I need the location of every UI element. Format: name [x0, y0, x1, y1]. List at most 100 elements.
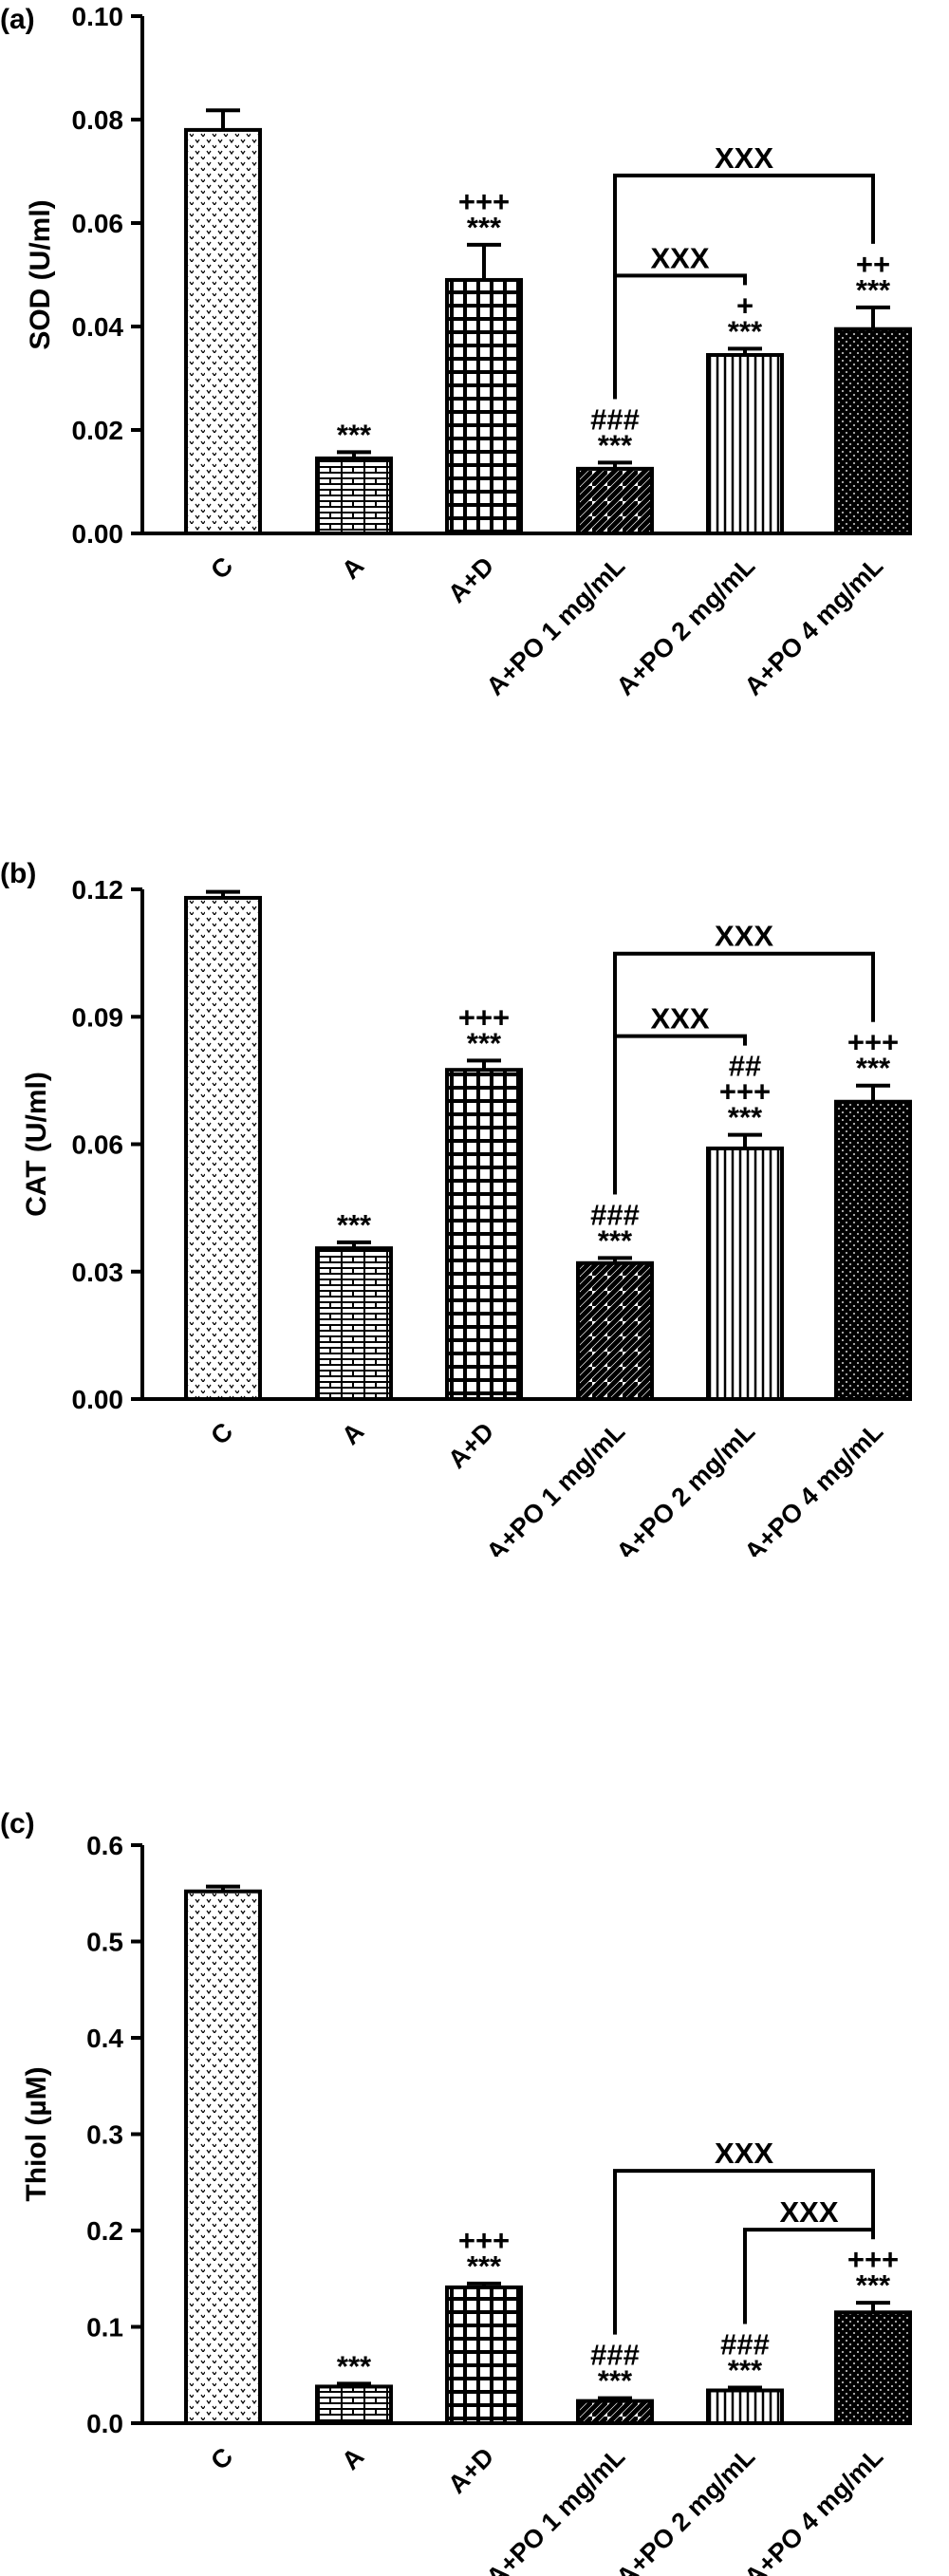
category-label: A+PO 2 mg/mL — [611, 2442, 761, 2576]
y-tick-label: 0.5 — [86, 1928, 123, 1957]
panel-label: (a) — [0, 4, 35, 35]
thiol-chart-panel: (c) Thiol (µM) 0.0 0.1 0.2 0.3 0.4 0.5 0.6 C *** A *… — [0, 1808, 912, 2576]
significance-label: + — [736, 289, 754, 322]
significance-label: *** — [337, 1208, 372, 1241]
category-label: A+D — [442, 2442, 499, 2499]
category-label: A+PO 4 mg/mL — [739, 551, 889, 701]
bar — [184, 895, 262, 1401]
significance-label: +++ — [458, 2224, 510, 2257]
significance-label: *** — [728, 2353, 763, 2386]
significance-label: *** — [728, 1101, 763, 1134]
category-label: A — [336, 1417, 369, 1450]
y-tick-label: 0.00 — [72, 1385, 124, 1414]
bracket-label: XXX — [715, 141, 773, 175]
significance-label: *** — [467, 1026, 502, 1059]
y-tick-label: 0.08 — [72, 105, 124, 135]
category-label: C — [205, 1417, 238, 1450]
category-label: A+PO 4 mg/mL — [739, 1417, 889, 1557]
y-tick-label: 0.1 — [86, 2313, 123, 2343]
significance-label: +++ — [847, 1026, 899, 1059]
y-tick-label: 0.12 — [72, 875, 124, 905]
category-label: C — [205, 2442, 238, 2475]
bar — [706, 2388, 784, 2425]
bracket-label: XXX — [715, 920, 773, 953]
significance-label: +++ — [847, 2243, 899, 2276]
significance-label: *** — [598, 428, 633, 461]
category-label: A+PO 1 mg/mL — [481, 2442, 631, 2576]
bar — [834, 327, 912, 535]
bar — [445, 277, 523, 535]
significance-label: *** — [337, 2349, 372, 2382]
bracket-label: XXX — [779, 2195, 838, 2229]
significance-label: *** — [337, 418, 372, 451]
y-axis-label: Thiol (µM) — [21, 2066, 52, 2201]
bar — [184, 127, 262, 535]
significance-label: ## — [729, 1050, 761, 1083]
y-tick-label: 0.06 — [72, 1130, 124, 1160]
significance-label: ### — [720, 2327, 770, 2361]
panel-label: (c) — [0, 1808, 35, 1839]
significance-label: ### — [590, 402, 640, 436]
y-tick-label: 0.10 — [72, 2, 124, 31]
y-tick-label: 0.04 — [72, 312, 124, 342]
bracket-label: XXX — [650, 241, 709, 274]
comparison-bracket — [613, 951, 875, 1195]
bar — [184, 1889, 262, 2426]
comparison-bracket — [613, 173, 875, 400]
category-label: A+PO 1 mg/mL — [481, 551, 631, 701]
y-tick-label: 0.3 — [86, 2120, 123, 2150]
significance-label: *** — [467, 2249, 502, 2283]
category-label: A+D — [442, 1417, 499, 1474]
y-tick-label: 0.09 — [72, 1002, 124, 1032]
bar — [315, 456, 393, 536]
category-label: C — [205, 551, 238, 585]
significance-label: *** — [728, 314, 763, 347]
category-label: A+PO 2 mg/mL — [611, 551, 761, 701]
significance-label: ### — [590, 1198, 640, 1231]
bar — [445, 2285, 523, 2426]
significance-label: *** — [598, 2364, 633, 2398]
bar — [706, 352, 784, 535]
category-label: A — [336, 551, 369, 585]
significance-label: *** — [856, 2268, 891, 2302]
significance-label: +++ — [458, 185, 510, 218]
y-tick-label: 0.6 — [86, 1831, 123, 1860]
significance-label: +++ — [719, 1075, 771, 1109]
bar — [576, 2399, 654, 2426]
bar — [315, 2384, 393, 2425]
category-label: A+PO 2 mg/mL — [611, 1417, 761, 1557]
bar — [576, 1260, 654, 1401]
comparison-bracket — [613, 2169, 875, 2335]
y-axis-label: CAT (U/ml) — [21, 1072, 52, 1217]
significance-label: *** — [598, 1223, 633, 1257]
bar — [706, 1146, 784, 1401]
bar — [834, 1099, 912, 1401]
y-tick-label: 0.0 — [86, 2409, 123, 2438]
bar — [576, 466, 654, 535]
bar — [445, 1068, 523, 1401]
significance-label: *** — [856, 273, 891, 307]
significance-label: ++ — [856, 248, 890, 281]
y-tick-label: 0.00 — [72, 519, 124, 549]
significance-label: +++ — [458, 1000, 510, 1034]
category-label: A — [336, 2442, 369, 2475]
category-label: A+PO 4 mg/mL — [739, 2442, 889, 2576]
bracket-label: XXX — [650, 1002, 709, 1036]
significance-label: ### — [590, 2339, 640, 2372]
panel-label: (b) — [0, 858, 36, 889]
category-label: A+PO 1 mg/mL — [481, 1417, 631, 1557]
y-tick-label: 0.06 — [72, 209, 124, 238]
cat-chart-panel: (b) CAT (U/ml) 0.00 0.03 0.06 0.09 0.12 C *** A **… — [0, 858, 912, 1557]
category-label: A+D — [442, 551, 499, 608]
y-tick-label: 0.2 — [86, 2216, 123, 2246]
significance-label: *** — [467, 211, 502, 244]
sod-chart-panel: (a) SOD (U/ml) 0.00 0.02 0.04 0.06 0.08 0.10 C **… — [0, 2, 912, 701]
y-tick-label: 0.4 — [86, 2024, 123, 2053]
bar — [315, 1246, 393, 1402]
y-axis-label: SOD (U/ml) — [25, 199, 56, 349]
y-tick-label: 0.03 — [72, 1258, 124, 1287]
bar — [834, 2310, 912, 2426]
y-tick-label: 0.02 — [72, 416, 124, 445]
significance-label: *** — [856, 1052, 891, 1085]
